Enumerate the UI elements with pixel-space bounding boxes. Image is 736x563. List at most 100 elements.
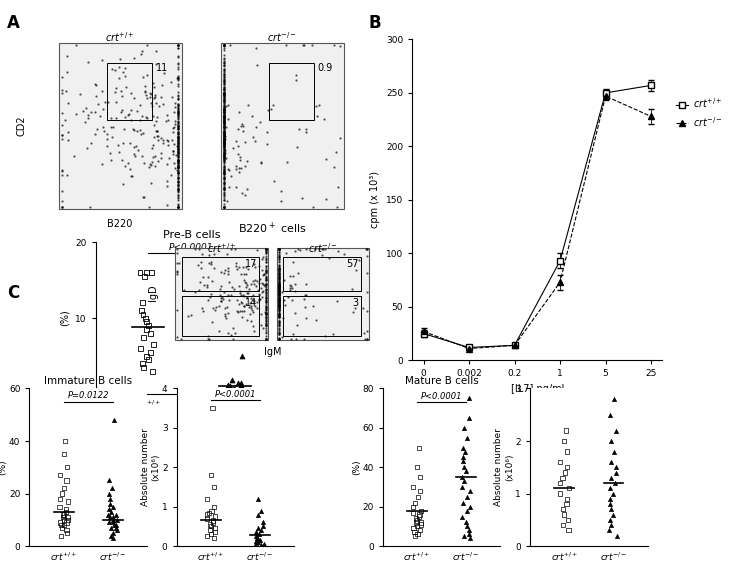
- Point: [172, 104, 184, 113]
- Point: [172, 152, 184, 161]
- Point: [361, 252, 373, 261]
- Point: [456, 472, 468, 481]
- Point: [346, 284, 358, 293]
- Point: [204, 526, 216, 535]
- Point: [218, 154, 230, 163]
- Point: [172, 123, 184, 132]
- Point: [218, 136, 230, 145]
- Point: [105, 507, 116, 516]
- Point: [82, 111, 94, 120]
- Point: [218, 118, 230, 127]
- Point: [292, 268, 304, 277]
- Point: [152, 156, 164, 165]
- Point: [218, 164, 230, 173]
- Point: [172, 147, 184, 156]
- Point: [172, 141, 184, 150]
- Point: [107, 534, 119, 543]
- Point: [273, 269, 285, 278]
- Point: [273, 284, 285, 293]
- Point: [324, 254, 336, 263]
- Point: [172, 64, 184, 73]
- Point: [141, 113, 153, 122]
- Point: [260, 328, 272, 337]
- Point: [458, 476, 470, 485]
- Point: [349, 304, 361, 313]
- Point: [273, 318, 285, 327]
- Point: [105, 155, 117, 164]
- Point: [247, 291, 258, 300]
- Point: [218, 113, 230, 122]
- Point: [62, 513, 74, 522]
- Point: [273, 244, 285, 253]
- Point: [260, 265, 272, 274]
- Point: [223, 383, 235, 392]
- Point: [273, 264, 285, 273]
- Point: [238, 127, 250, 136]
- Point: [56, 130, 68, 139]
- Point: [218, 115, 230, 124]
- Point: [218, 148, 230, 157]
- Point: [410, 514, 422, 523]
- Point: [172, 127, 184, 136]
- Point: [60, 518, 72, 527]
- Point: [290, 75, 302, 84]
- Bar: [221, 43, 344, 209]
- Point: [273, 326, 285, 335]
- Point: [151, 126, 163, 135]
- Point: [247, 295, 259, 304]
- Point: [260, 255, 272, 264]
- Point: [110, 97, 122, 106]
- Point: [218, 186, 230, 195]
- Y-axis label: cpm (x 10³): cpm (x 10³): [370, 171, 381, 229]
- Point: [218, 149, 230, 158]
- Point: [273, 262, 285, 271]
- Point: [273, 252, 285, 261]
- Point: [357, 303, 369, 312]
- Point: [297, 194, 308, 203]
- Point: [273, 296, 285, 305]
- Point: [172, 173, 184, 182]
- Point: [458, 531, 470, 540]
- Point: [209, 528, 221, 537]
- Point: [353, 255, 364, 264]
- Point: [260, 274, 272, 283]
- Point: [411, 522, 423, 531]
- Point: [172, 51, 184, 60]
- Point: [260, 261, 272, 270]
- Point: [261, 106, 273, 115]
- Point: [218, 120, 230, 129]
- Point: [273, 294, 285, 303]
- Point: [218, 74, 230, 83]
- Point: [163, 154, 174, 163]
- Text: P<0.0001: P<0.0001: [421, 392, 462, 401]
- Point: [273, 312, 285, 321]
- Point: [252, 60, 263, 69]
- Point: [105, 149, 116, 158]
- Point: [273, 302, 285, 311]
- Point: [172, 41, 184, 50]
- Point: [273, 256, 285, 265]
- Point: [172, 41, 184, 50]
- Point: [554, 458, 566, 467]
- Point: [218, 142, 230, 151]
- Point: [273, 268, 285, 277]
- Point: [112, 141, 124, 150]
- Point: [150, 46, 162, 55]
- Point: [58, 521, 70, 530]
- Point: [218, 151, 230, 160]
- Point: [273, 282, 285, 291]
- Point: [127, 171, 138, 180]
- Point: [273, 300, 285, 309]
- Point: [260, 244, 272, 253]
- Point: [273, 293, 285, 302]
- Point: [146, 99, 158, 108]
- Point: [246, 111, 258, 120]
- Point: [56, 86, 68, 95]
- Point: [201, 510, 213, 519]
- Point: [218, 140, 230, 149]
- Point: [218, 162, 230, 171]
- Point: [219, 269, 230, 278]
- Point: [361, 326, 373, 335]
- Point: [218, 152, 230, 161]
- Point: [218, 132, 230, 141]
